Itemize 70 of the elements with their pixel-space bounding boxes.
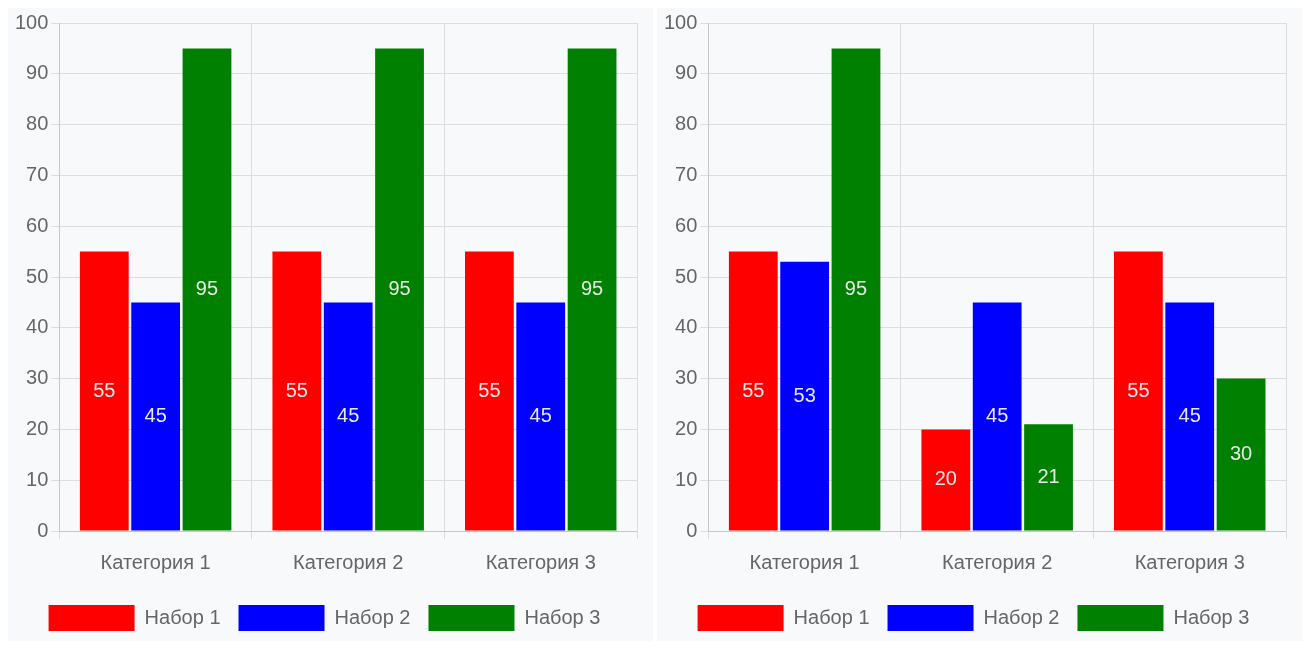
legend-label: Набор 3 (524, 605, 601, 628)
bar (516, 302, 566, 531)
bar (131, 302, 181, 531)
bar (375, 48, 424, 531)
y-tick-label: 80 (675, 112, 698, 135)
data-label: 45 (1178, 403, 1201, 426)
y-tick-label: 100 (663, 10, 698, 33)
data-label: 21 (1037, 464, 1060, 487)
y-tick-label: 70 (675, 162, 698, 185)
bar (567, 48, 617, 531)
y-tick-label: 20 (675, 416, 698, 439)
legend-label: Набор 1 (144, 605, 221, 628)
y-tick-label: 30 (675, 366, 698, 389)
y-tick-label: 40 (675, 315, 698, 338)
y-tick-label: 60 (675, 213, 698, 236)
bar (728, 251, 778, 531)
y-tick-label: 40 (26, 315, 49, 338)
y-tick-label: 30 (26, 366, 49, 389)
data-label: 45 (986, 403, 1009, 426)
bar (831, 48, 881, 531)
data-label: 53 (793, 383, 816, 406)
y-tick-label: 60 (26, 213, 49, 236)
bar (921, 429, 971, 531)
x-tick-label: Категория 1 (100, 550, 211, 573)
bar (1024, 424, 1073, 531)
y-tick-label: 100 (14, 10, 49, 33)
y-tick-label: 90 (675, 61, 698, 84)
legend-label: Набор 3 (1173, 605, 1250, 628)
data-label: 95 (580, 276, 604, 299)
y-tick-label: 10 (675, 467, 698, 490)
y-tick-label: 70 (26, 162, 49, 185)
x-tick-label: Категория 3 (485, 550, 596, 573)
bar (79, 251, 129, 531)
data-label: 55 (285, 378, 308, 401)
x-tick-label: Категория 2 (942, 550, 1053, 573)
x-tick-label: Категория 3 (1134, 550, 1245, 573)
data-label: 45 (144, 403, 167, 426)
y-tick-label: 50 (675, 264, 698, 287)
data-label: 55 (93, 378, 116, 401)
x-tick-label: Категория 2 (293, 550, 404, 573)
y-tick-label: 10 (26, 467, 49, 490)
bar (972, 302, 1022, 531)
y-tick-label: 90 (26, 61, 49, 84)
bar (1113, 251, 1163, 531)
bar (272, 251, 322, 531)
x-tick-label: Категория 1 (749, 550, 860, 573)
data-label: 95 (195, 276, 219, 299)
data-label: 55 (742, 378, 765, 401)
y-tick-label: 20 (26, 416, 49, 439)
y-tick-label: 50 (26, 264, 49, 287)
legend-label: Набор 1 (793, 605, 870, 628)
bar (323, 302, 373, 531)
y-tick-label: 0 (686, 518, 698, 541)
legend-label: Набор 2 (983, 605, 1060, 628)
y-tick-label: 80 (26, 112, 49, 135)
data-label: 20 (934, 467, 957, 490)
legend-label: Набор 2 (334, 605, 411, 628)
y-tick-label: 0 (37, 518, 49, 541)
data-label: 45 (529, 403, 552, 426)
data-label: 95 (844, 276, 868, 299)
data-label: 95 (388, 276, 411, 299)
data-label: 55 (1127, 378, 1150, 401)
bar (1165, 302, 1215, 531)
data-label: 55 (478, 378, 501, 401)
bar (182, 48, 232, 531)
bar (780, 261, 830, 531)
data-label: 30 (1229, 442, 1253, 465)
bar (464, 251, 514, 531)
data-label: 45 (337, 403, 360, 426)
bar (1216, 378, 1266, 531)
